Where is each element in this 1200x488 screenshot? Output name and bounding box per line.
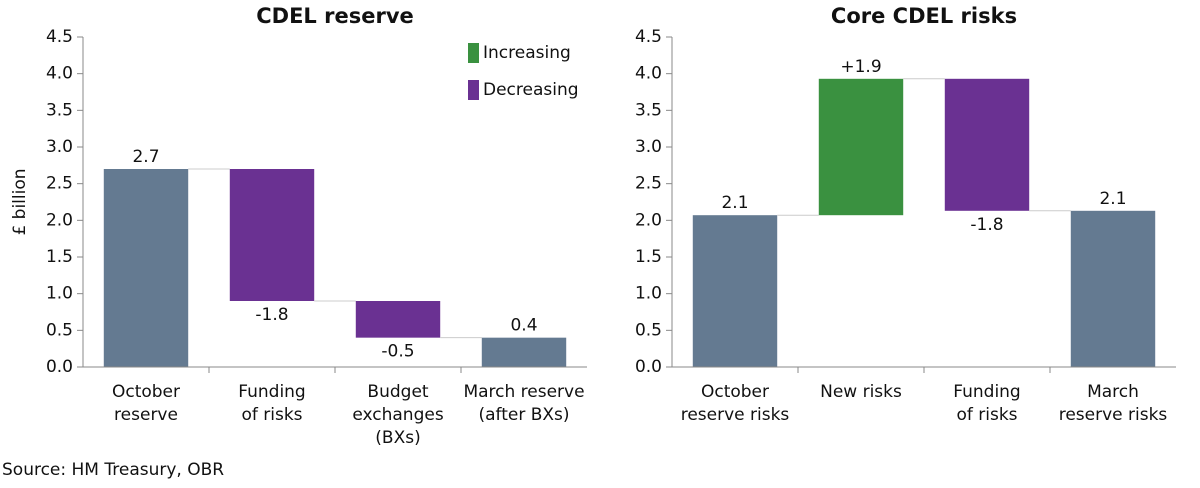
y-tick-label: 3.0: [46, 137, 73, 157]
x-tick-label: March reserve: [463, 382, 584, 402]
x-tick-label: reserve risks: [1059, 405, 1168, 425]
y-tick-label: 4.0: [635, 64, 662, 84]
x-tick-label: reserve: [114, 405, 178, 425]
value-label: 2.1: [1099, 189, 1126, 209]
y-tick-label: 0.0: [635, 357, 662, 377]
y-tick-label: 2.5: [635, 174, 662, 194]
x-tick-label: October: [112, 382, 180, 402]
y-tick-label: 2.5: [46, 174, 73, 194]
bar: [1070, 210, 1156, 367]
source-note: Source: HM Treasury, OBR: [2, 460, 224, 480]
value-label: 2.7: [132, 147, 159, 167]
y-tick-label: 1.0: [635, 284, 662, 304]
x-tick-label: of risks: [241, 405, 302, 425]
bar: [818, 78, 904, 216]
value-label: 2.1: [721, 193, 748, 213]
bar: [944, 78, 1030, 211]
y-tick-label: 1.0: [46, 284, 73, 304]
legend-label: Increasing: [483, 43, 571, 63]
value-label: -0.5: [381, 342, 414, 362]
bar: [481, 337, 567, 367]
value-label: -1.8: [970, 215, 1003, 235]
x-tick-label: reserve risks: [681, 405, 790, 425]
legend-swatch: [468, 43, 479, 63]
x-tick-label: of risks: [956, 405, 1017, 425]
value-label: +1.9: [840, 57, 881, 77]
y-tick-label: 1.5: [635, 247, 662, 267]
x-tick-label: March: [1087, 382, 1139, 402]
y-axis-label: £ billion: [10, 168, 30, 235]
x-tick-label: Budget: [367, 382, 428, 402]
legend-label: Decreasing: [483, 80, 579, 100]
x-tick-label: (BXs): [375, 428, 420, 448]
x-tick-label: (after BXs): [478, 405, 569, 425]
bar: [229, 169, 315, 301]
x-tick-label: Funding: [238, 382, 305, 402]
chart-title: CDEL reserve: [256, 4, 414, 28]
y-tick-label: 1.5: [46, 247, 73, 267]
y-tick-label: 0.5: [46, 320, 73, 340]
y-tick-label: 3.5: [46, 100, 73, 120]
y-tick-label: 4.0: [46, 64, 73, 84]
y-tick-label: 2.0: [46, 210, 73, 230]
x-tick-label: New risks: [820, 382, 902, 402]
chart-title: Core CDEL risks: [831, 4, 1017, 28]
bar: [692, 215, 778, 367]
value-label: -1.8: [255, 305, 288, 325]
bar: [103, 169, 189, 367]
y-tick-label: 3.0: [635, 137, 662, 157]
x-tick-label: October: [701, 382, 769, 402]
value-label: 0.4: [510, 316, 537, 336]
bar: [355, 301, 441, 338]
y-tick-label: 0.5: [635, 320, 662, 340]
x-tick-label: Funding: [953, 382, 1020, 402]
legend-swatch: [468, 80, 479, 100]
x-tick-label: exchanges: [352, 405, 443, 425]
y-tick-label: 4.5: [635, 27, 662, 47]
y-tick-label: 4.5: [46, 27, 73, 47]
y-tick-label: 2.0: [635, 210, 662, 230]
y-tick-label: 3.5: [635, 100, 662, 120]
y-tick-label: 0.0: [46, 357, 73, 377]
